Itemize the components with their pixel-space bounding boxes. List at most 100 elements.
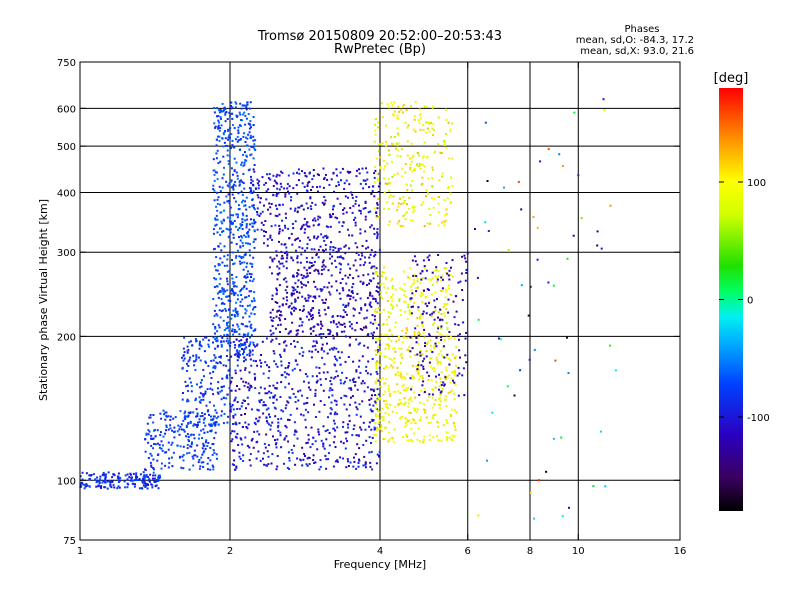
data-point (432, 123, 435, 125)
data-point (381, 416, 384, 419)
data-point (408, 207, 411, 210)
data-point (306, 375, 309, 378)
data-point (92, 473, 95, 476)
data-point (139, 473, 142, 476)
data-point (249, 358, 252, 361)
data-point (290, 307, 293, 310)
data-point (566, 257, 569, 260)
data-point (350, 323, 353, 326)
data-point (352, 296, 355, 299)
data-point (368, 279, 371, 282)
data-point (447, 274, 450, 277)
data-point (245, 287, 248, 290)
data-point (246, 396, 249, 399)
data-point (349, 267, 352, 270)
data-point (397, 134, 400, 137)
data-point (323, 363, 326, 366)
data-point (206, 410, 209, 413)
data-point (196, 412, 199, 415)
data-point (223, 109, 225, 112)
data-point (348, 403, 351, 406)
data-point (355, 195, 358, 198)
data-point (425, 312, 428, 315)
data-point (182, 467, 185, 470)
data-point (376, 453, 379, 456)
data-point (336, 333, 339, 336)
data-point (215, 411, 218, 414)
data-point (458, 338, 460, 341)
data-point (596, 230, 599, 233)
data-point (408, 309, 411, 312)
data-point (450, 293, 453, 296)
data-point (385, 365, 388, 367)
data-point (427, 278, 430, 281)
data-point (344, 360, 347, 363)
data-point (281, 229, 284, 232)
data-point (244, 104, 247, 107)
data-point (390, 340, 393, 343)
data-point (286, 372, 288, 375)
data-point (242, 352, 244, 355)
data-point (465, 271, 468, 274)
data-point (439, 308, 442, 311)
data-point (244, 413, 246, 415)
data-point (248, 354, 251, 357)
data-point (168, 462, 171, 465)
data-point (287, 373, 290, 376)
data-point (344, 252, 347, 255)
data-point (154, 474, 157, 477)
data-point (256, 408, 259, 411)
data-point (248, 131, 251, 134)
data-point (225, 195, 228, 198)
data-point (343, 207, 346, 210)
data-point (527, 314, 530, 317)
data-point (294, 298, 297, 301)
data-point (242, 333, 245, 336)
data-point (433, 403, 436, 406)
data-point (113, 486, 116, 489)
data-point (421, 183, 424, 185)
data-point (445, 118, 448, 121)
data-point (348, 320, 351, 323)
data-point (400, 108, 403, 111)
data-point (89, 477, 91, 480)
data-point (192, 354, 195, 357)
data-point (325, 336, 327, 338)
data-point (226, 376, 229, 379)
data-point (315, 340, 318, 343)
data-point (401, 341, 404, 344)
data-point (311, 375, 314, 378)
colorbar-tick-label: 100 (747, 178, 766, 189)
data-point (447, 392, 450, 395)
data-point (178, 433, 181, 436)
data-point (330, 262, 333, 265)
data-point (425, 131, 428, 134)
data-point (332, 208, 334, 211)
data-point (403, 397, 406, 400)
data-point (377, 198, 380, 200)
data-point (431, 388, 434, 391)
data-point (398, 142, 401, 145)
data-point (287, 451, 290, 454)
data-point (157, 478, 160, 481)
data-point (269, 316, 272, 319)
data-point (195, 424, 198, 427)
data-point (306, 247, 309, 250)
data-point (83, 487, 86, 490)
data-point (242, 349, 245, 351)
data-point (572, 234, 575, 237)
data-point (248, 345, 251, 348)
data-point (216, 178, 219, 181)
data-point (259, 386, 262, 389)
data-point (272, 194, 275, 197)
data-point (245, 426, 248, 428)
data-point (454, 372, 457, 375)
data-point (434, 398, 437, 401)
data-point (215, 256, 218, 259)
data-point (98, 482, 101, 484)
data-point (342, 303, 345, 306)
data-point (241, 221, 244, 224)
data-point (242, 173, 245, 175)
data-point (248, 315, 251, 318)
data-point (197, 421, 199, 424)
